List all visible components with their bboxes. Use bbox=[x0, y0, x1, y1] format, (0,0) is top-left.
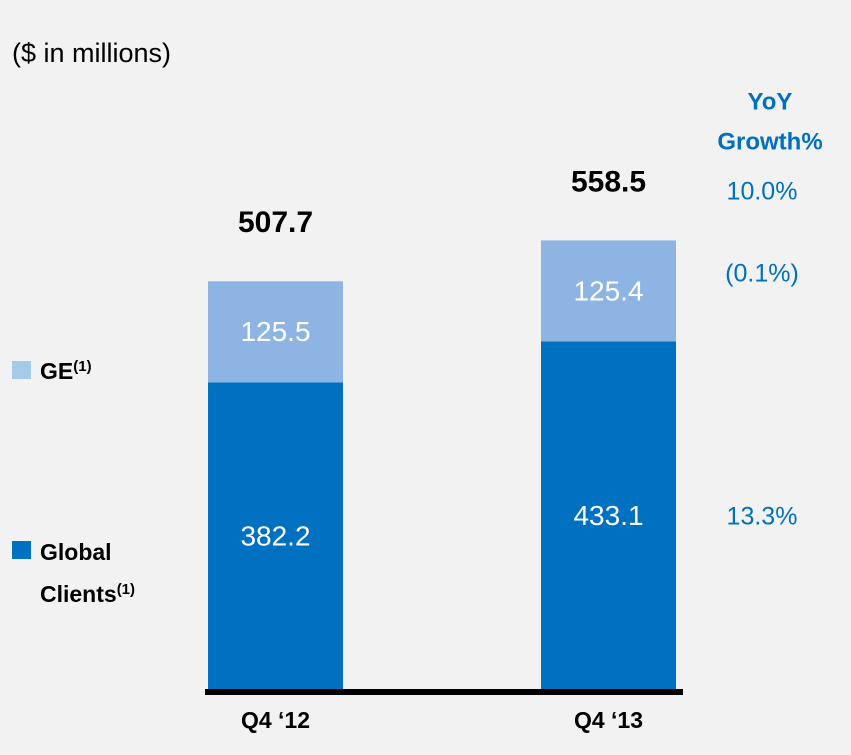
legend-label: Global Clients bbox=[40, 539, 117, 607]
chart-title: ($ in millions) bbox=[12, 38, 171, 68]
growth-title: Growth% bbox=[717, 128, 822, 155]
value-label: 125.5 bbox=[240, 316, 310, 347]
legend-entry-global: Global Clients(1) bbox=[40, 531, 140, 615]
total-label: 507.7 bbox=[238, 206, 313, 239]
value-label: 382.2 bbox=[240, 521, 310, 552]
legend-label: GE bbox=[40, 358, 74, 384]
legend-swatch-global bbox=[12, 541, 31, 559]
value-label: 125.4 bbox=[573, 275, 643, 306]
growth-label: (0.1%) bbox=[725, 260, 799, 288]
value-label: 433.1 bbox=[573, 500, 643, 531]
x-tick-label: Q4 ‘12 bbox=[241, 707, 310, 733]
growth-label: 10.0% bbox=[727, 178, 798, 206]
legend-footnote: (1) bbox=[116, 581, 136, 598]
total-label: 558.5 bbox=[571, 165, 646, 198]
bar-segment bbox=[541, 341, 676, 690]
legend-footnote: (1) bbox=[73, 358, 92, 375]
bar-segment bbox=[541, 240, 676, 342]
legend-swatch-ge bbox=[12, 361, 31, 379]
legend-entry-ge: GE(1) bbox=[40, 350, 180, 392]
growth-label: 13.3% bbox=[727, 503, 798, 531]
growth-title: YoY bbox=[748, 88, 793, 115]
bar-segment bbox=[208, 281, 343, 383]
x-tick-label: Q4 ‘13 bbox=[574, 707, 643, 733]
bar-segment bbox=[208, 382, 343, 690]
